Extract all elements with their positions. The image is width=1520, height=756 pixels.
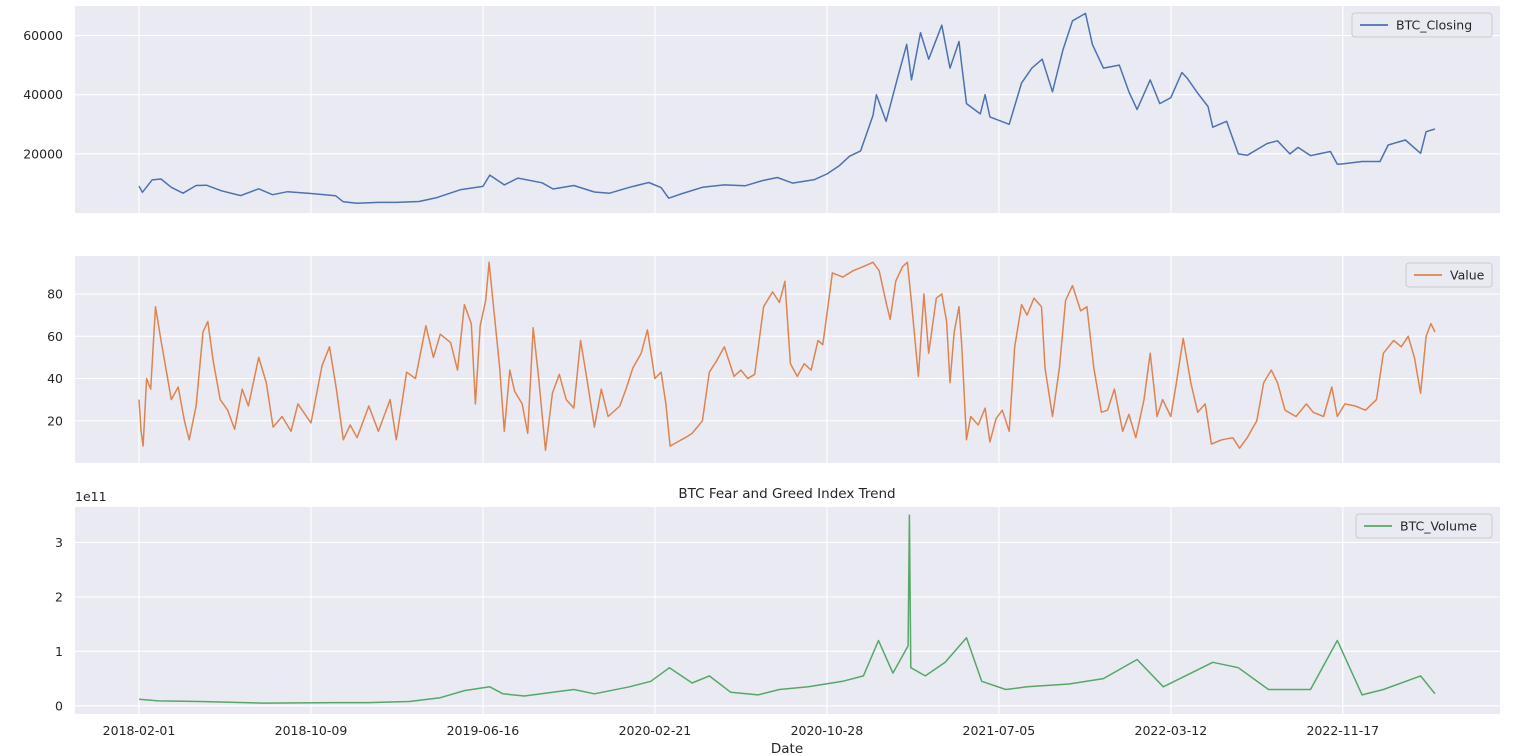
x-tick-label: 2022-11-17 <box>1306 723 1379 738</box>
y-tick-label: 1 <box>55 644 63 659</box>
panel-value: 20 40 60 80 Value <box>47 256 1500 463</box>
plot-area <box>75 256 1500 463</box>
y-tick-label: 60000 <box>23 28 63 43</box>
y-tick-label: 80 <box>47 287 63 302</box>
legend-label: BTC_Volume <box>1400 519 1477 534</box>
panel-btc-volume: 0 1 2 3 1e11 BTC_Volume <box>55 489 1500 714</box>
y-tick-label: 3 <box>55 535 63 550</box>
series-line-btc-closing <box>138 12 1436 204</box>
plot-area <box>75 507 1500 714</box>
y-axis-scale-label: 1e11 <box>75 489 107 504</box>
y-tick-label: 20 <box>47 413 63 428</box>
x-tick-label: 2022-03-12 <box>1135 723 1208 738</box>
series-line-value <box>138 261 1436 452</box>
y-tick-label: 0 <box>55 698 63 713</box>
legend-box <box>1405 262 1493 288</box>
legend: BTC_Closing <box>1351 12 1493 38</box>
panels: 200004000060000BTC_Closing20406080Value0… <box>23 6 1500 714</box>
x-axis-label: Date <box>771 741 803 756</box>
x-tick-label: 2019-06-16 <box>447 723 520 738</box>
x-tick-label: 2020-02-21 <box>619 723 692 738</box>
legend: Value <box>1405 262 1493 288</box>
y-tick-label: 40 <box>47 371 63 386</box>
x-tick-label: 2021-07-05 <box>963 723 1036 738</box>
y-tick-label: 60 <box>47 329 63 344</box>
x-tick-label: 2018-10-09 <box>275 723 348 738</box>
chart-title: BTC Fear and Greed Index Trend <box>678 486 895 502</box>
y-tick-label: 40000 <box>23 87 63 102</box>
plot-area <box>75 6 1500 213</box>
legend-box <box>1351 12 1493 38</box>
x-tick-label: 2018-02-01 <box>103 723 176 738</box>
legend: BTC_Volume <box>1355 513 1493 539</box>
legend-box <box>1355 513 1493 539</box>
legend-label: BTC_Closing <box>1396 18 1472 33</box>
x-tick-label: 2020-10-28 <box>791 723 864 738</box>
series-line-btc-volume <box>138 514 1436 704</box>
x-tick-labels: 2018-02-01 2018-10-09 2019-06-16 2020-02-21… <box>103 723 1379 738</box>
y-tick-label: 2 <box>55 589 63 604</box>
panel-btc-closing: 20000 40000 60000 BTC_Closing <box>23 6 1500 213</box>
y-tick-label: 20000 <box>23 146 63 161</box>
legend-label: Value <box>1450 268 1485 283</box>
